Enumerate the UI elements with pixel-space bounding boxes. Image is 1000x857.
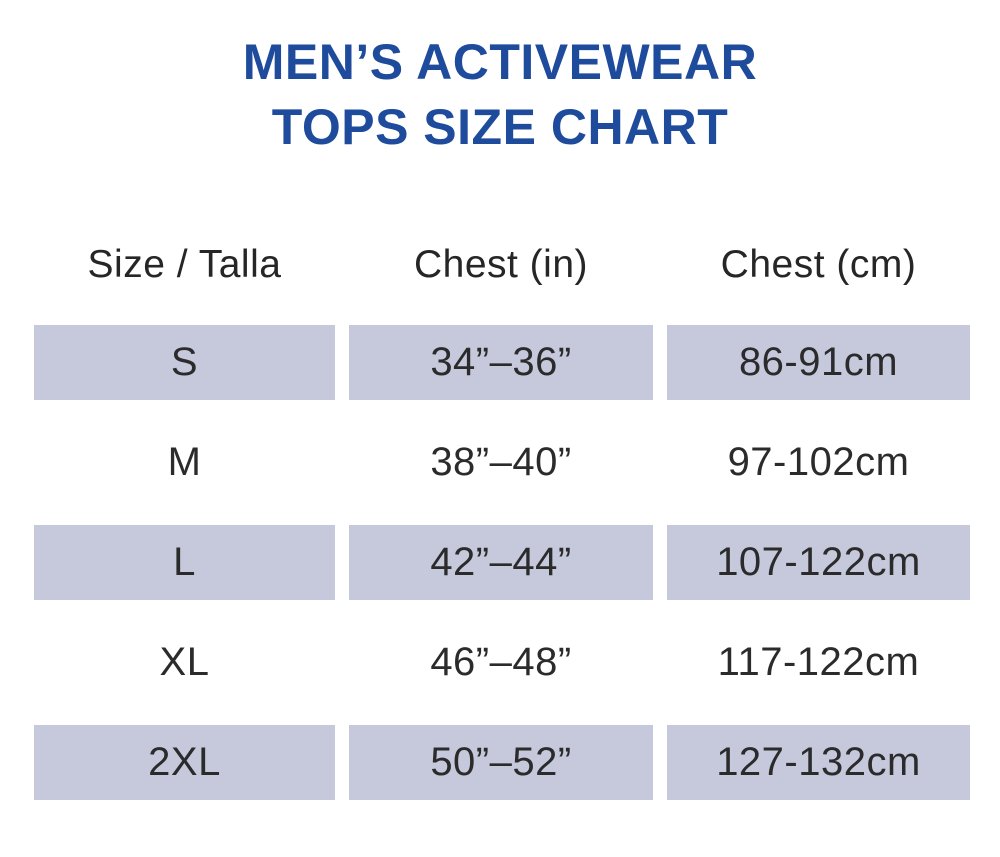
page-title-line-2: TOPS SIZE CHART xyxy=(271,99,729,155)
cell-chest-in: 38”–40” xyxy=(430,440,572,484)
cell-chest-in: 34”–36” xyxy=(349,325,653,400)
cell-chest-cm: 107-122cm xyxy=(667,525,970,600)
table-row-s: S 34”–36” 86-91cm xyxy=(34,325,970,400)
cell-chest-in: 50”–52” xyxy=(349,725,653,800)
cell-size: M xyxy=(167,440,202,484)
column-header-chest-cm: Chest (cm) xyxy=(720,243,917,286)
size-chart-page: MEN’S ACTIVEWEAR TOPS SIZE CHART Size / … xyxy=(0,30,1000,857)
table-header-row: Size / Talla Chest (in) Chest (cm) xyxy=(34,230,970,300)
table-row-xl: XL 46”–48” 117-122cm xyxy=(34,625,970,700)
cell-chest-cm: 97-102cm xyxy=(727,440,910,484)
cell-size: L xyxy=(34,525,335,600)
page-title-line-1: MEN’S ACTIVEWEAR xyxy=(242,34,758,90)
size-table: Size / Talla Chest (in) Chest (cm) S 34”… xyxy=(34,230,970,800)
table-row-l: L 42”–44” 107-122cm xyxy=(34,525,970,600)
cell-size: XL xyxy=(159,640,210,684)
cell-size: S xyxy=(34,325,335,400)
cell-chest-cm: 127-132cm xyxy=(667,725,970,800)
cell-chest-in: 42”–44” xyxy=(349,525,653,600)
table-row-2xl: 2XL 50”–52” 127-132cm xyxy=(34,725,970,800)
table-row-m: M 38”–40” 97-102cm xyxy=(34,425,970,500)
column-header-chest-in: Chest (in) xyxy=(413,243,589,286)
cell-chest-in: 46”–48” xyxy=(430,640,572,684)
cell-chest-cm: 117-122cm xyxy=(717,640,920,684)
page-title: MEN’S ACTIVEWEAR TOPS SIZE CHART xyxy=(0,30,1000,160)
column-header-size: Size / Talla xyxy=(87,243,282,286)
cell-size: 2XL xyxy=(34,725,335,800)
cell-chest-cm: 86-91cm xyxy=(667,325,970,400)
